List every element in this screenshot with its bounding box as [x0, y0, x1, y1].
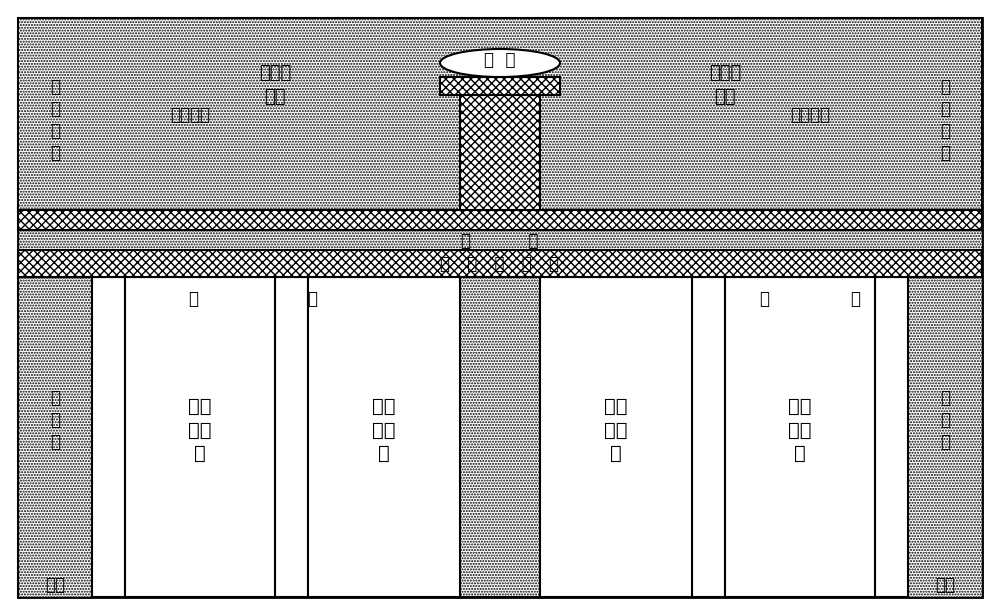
Text: 电
解
物
质: 电 解 物 质: [940, 77, 950, 162]
Text: 极: 极: [307, 290, 317, 308]
Bar: [125, 277, 275, 597]
Text: 电化学
装置: 电化学 装置: [709, 64, 741, 106]
Text: 壳体: 壳体: [45, 576, 65, 594]
Text: 电   极   连   接   体: 电 极 连 接 体: [440, 255, 560, 273]
Text: 电
解
液: 电 解 液: [940, 389, 950, 451]
Bar: [460, 95, 540, 210]
Bar: [18, 277, 982, 597]
Bar: [725, 277, 875, 597]
Text: 极: 极: [188, 290, 198, 308]
Ellipse shape: [440, 49, 560, 77]
Bar: [875, 277, 908, 597]
Bar: [275, 277, 308, 597]
Text: 电解气体: 电解气体: [170, 106, 210, 124]
Bar: [18, 18, 982, 210]
Bar: [308, 277, 460, 597]
Text: 电
解
物
质: 电 解 物 质: [50, 77, 60, 162]
Bar: [18, 250, 982, 277]
Text: 电极
反应
物: 电极 反应 物: [604, 397, 628, 463]
Text: 电
解
液: 电 解 液: [50, 389, 60, 451]
Bar: [18, 277, 93, 597]
Text: 电解气体: 电解气体: [790, 106, 830, 124]
Bar: [540, 277, 692, 597]
Bar: [440, 77, 560, 95]
Text: 壳体: 壳体: [935, 576, 955, 594]
Bar: [907, 277, 982, 597]
Text: 极: 极: [850, 290, 860, 308]
Text: 电极
反应
物: 电极 反应 物: [188, 397, 212, 463]
Bar: [18, 230, 982, 250]
Bar: [18, 210, 982, 230]
Bar: [92, 277, 125, 597]
Bar: [692, 277, 725, 597]
Text: 电极
反应
物: 电极 反应 物: [372, 397, 396, 463]
Text: 电化学
装置: 电化学 装置: [259, 64, 291, 106]
Text: 通          道: 通 道: [461, 232, 539, 250]
Text: 极: 极: [759, 290, 769, 308]
Text: 通  道: 通 道: [484, 51, 516, 69]
Text: 电极
反应
物: 电极 反应 物: [788, 397, 812, 463]
